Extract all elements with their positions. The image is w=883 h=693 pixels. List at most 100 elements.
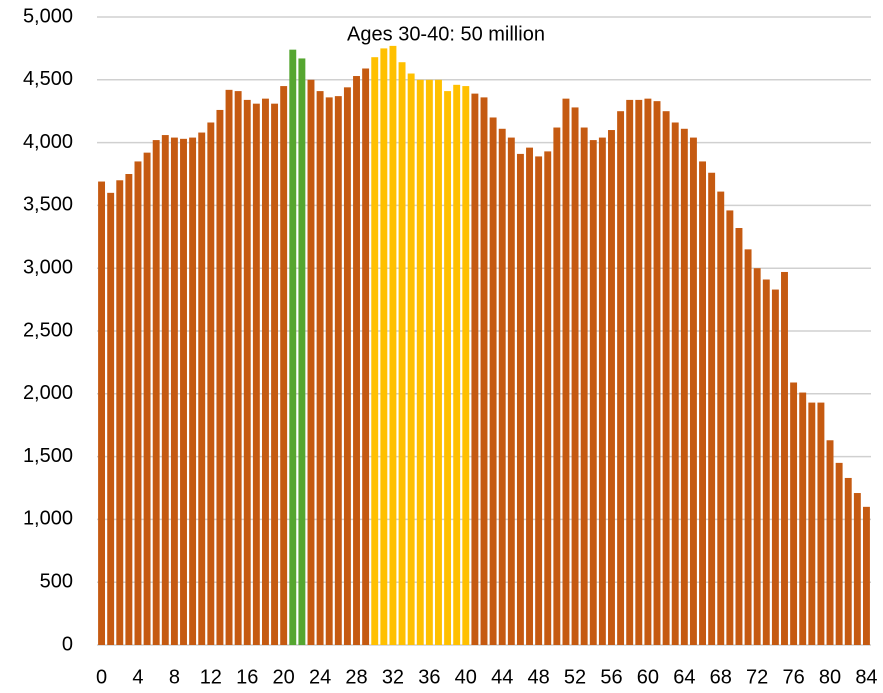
- bar: [808, 402, 816, 645]
- x-tick-label: 44: [491, 666, 513, 688]
- bar: [799, 392, 807, 645]
- bar: [234, 91, 242, 645]
- bar: [735, 228, 743, 645]
- bar: [753, 268, 761, 645]
- bar: [471, 93, 479, 646]
- y-tick-label: 4,000: [23, 131, 73, 153]
- bar: [680, 128, 688, 645]
- y-tick-label: 500: [40, 570, 73, 592]
- x-tick-label: 12: [200, 666, 222, 688]
- bar: [689, 137, 697, 646]
- y-tick-label: 2,000: [23, 382, 73, 404]
- bar: [170, 137, 178, 646]
- bar: [790, 382, 798, 645]
- bar: [498, 128, 506, 645]
- bar: [580, 127, 588, 645]
- bar: [444, 91, 452, 645]
- bar: [116, 180, 124, 645]
- x-tick-label: 0: [96, 666, 107, 688]
- bar: [589, 140, 597, 645]
- x-tick-label: 56: [600, 666, 622, 688]
- bar: [307, 79, 315, 646]
- bar: [644, 98, 652, 645]
- bar: [289, 49, 297, 645]
- y-tick-label: 5,000: [23, 5, 73, 27]
- bar: [535, 156, 543, 645]
- x-tick-label: 68: [710, 666, 732, 688]
- x-tick-label: 32: [382, 666, 404, 688]
- x-tick-label: 76: [782, 666, 804, 688]
- bar: [180, 138, 187, 645]
- bar: [252, 103, 260, 645]
- bar: [653, 101, 661, 646]
- bar: [416, 79, 424, 646]
- x-tick-label: 16: [236, 666, 258, 688]
- x-tick-label: 24: [309, 666, 331, 688]
- bar: [407, 73, 415, 645]
- bar: [334, 96, 342, 646]
- bar: [507, 137, 515, 646]
- bar: [325, 97, 333, 645]
- bar: [425, 79, 433, 646]
- bar: [389, 45, 397, 645]
- bar: [662, 111, 670, 645]
- bar: [671, 122, 679, 645]
- bar: [480, 97, 488, 645]
- annotation: Ages 30-40: 50 million: [347, 23, 545, 45]
- bar: [189, 137, 197, 646]
- x-tick-label: 84: [855, 666, 877, 688]
- bar: [771, 289, 779, 645]
- bar: [198, 132, 206, 645]
- bar: [781, 271, 788, 645]
- bar: [134, 161, 142, 645]
- bar: [853, 493, 861, 645]
- x-tick-label: 40: [455, 666, 477, 688]
- x-tick-label: 8: [169, 666, 180, 688]
- bar: [462, 86, 470, 645]
- x-tick-label: 36: [418, 666, 440, 688]
- bar: [526, 147, 533, 645]
- bar: [107, 192, 115, 645]
- x-tick-label: 52: [564, 666, 586, 688]
- bar: [708, 172, 716, 645]
- bar: [125, 174, 133, 645]
- bar: [161, 135, 169, 645]
- bar: [726, 210, 734, 645]
- bar: [98, 181, 106, 645]
- bar: [453, 84, 461, 646]
- bar: [243, 99, 251, 645]
- bar: [699, 161, 707, 645]
- x-tick-label: 64: [673, 666, 695, 688]
- y-tick-label: 4,500: [23, 68, 73, 90]
- bar: [635, 99, 643, 645]
- bar: [626, 99, 634, 645]
- bar: [608, 130, 615, 646]
- y-tick-label: 3,000: [23, 256, 73, 278]
- x-tick-label: 28: [345, 666, 367, 688]
- bar: [298, 58, 306, 645]
- bar: [826, 440, 834, 645]
- bar: [862, 506, 870, 645]
- bar: [143, 152, 151, 645]
- bar: [489, 117, 497, 646]
- y-tick-label: 2,500: [23, 319, 73, 341]
- bar: [380, 48, 388, 645]
- bar: [617, 111, 625, 645]
- bar: [762, 279, 770, 645]
- bar: [216, 109, 224, 646]
- x-tick-label: 20: [273, 666, 295, 688]
- bar: [271, 103, 279, 645]
- x-tick-label: 72: [746, 666, 768, 688]
- bar: [516, 153, 524, 646]
- bar: [343, 87, 351, 645]
- bar: [261, 98, 269, 645]
- bar: [844, 477, 852, 645]
- y-tick-label: 0: [62, 633, 73, 655]
- bar: [316, 91, 324, 645]
- bar: [598, 137, 606, 646]
- x-tick-label: 48: [528, 666, 550, 688]
- bar: [553, 127, 561, 645]
- bar: [817, 402, 825, 645]
- bar: [280, 86, 288, 645]
